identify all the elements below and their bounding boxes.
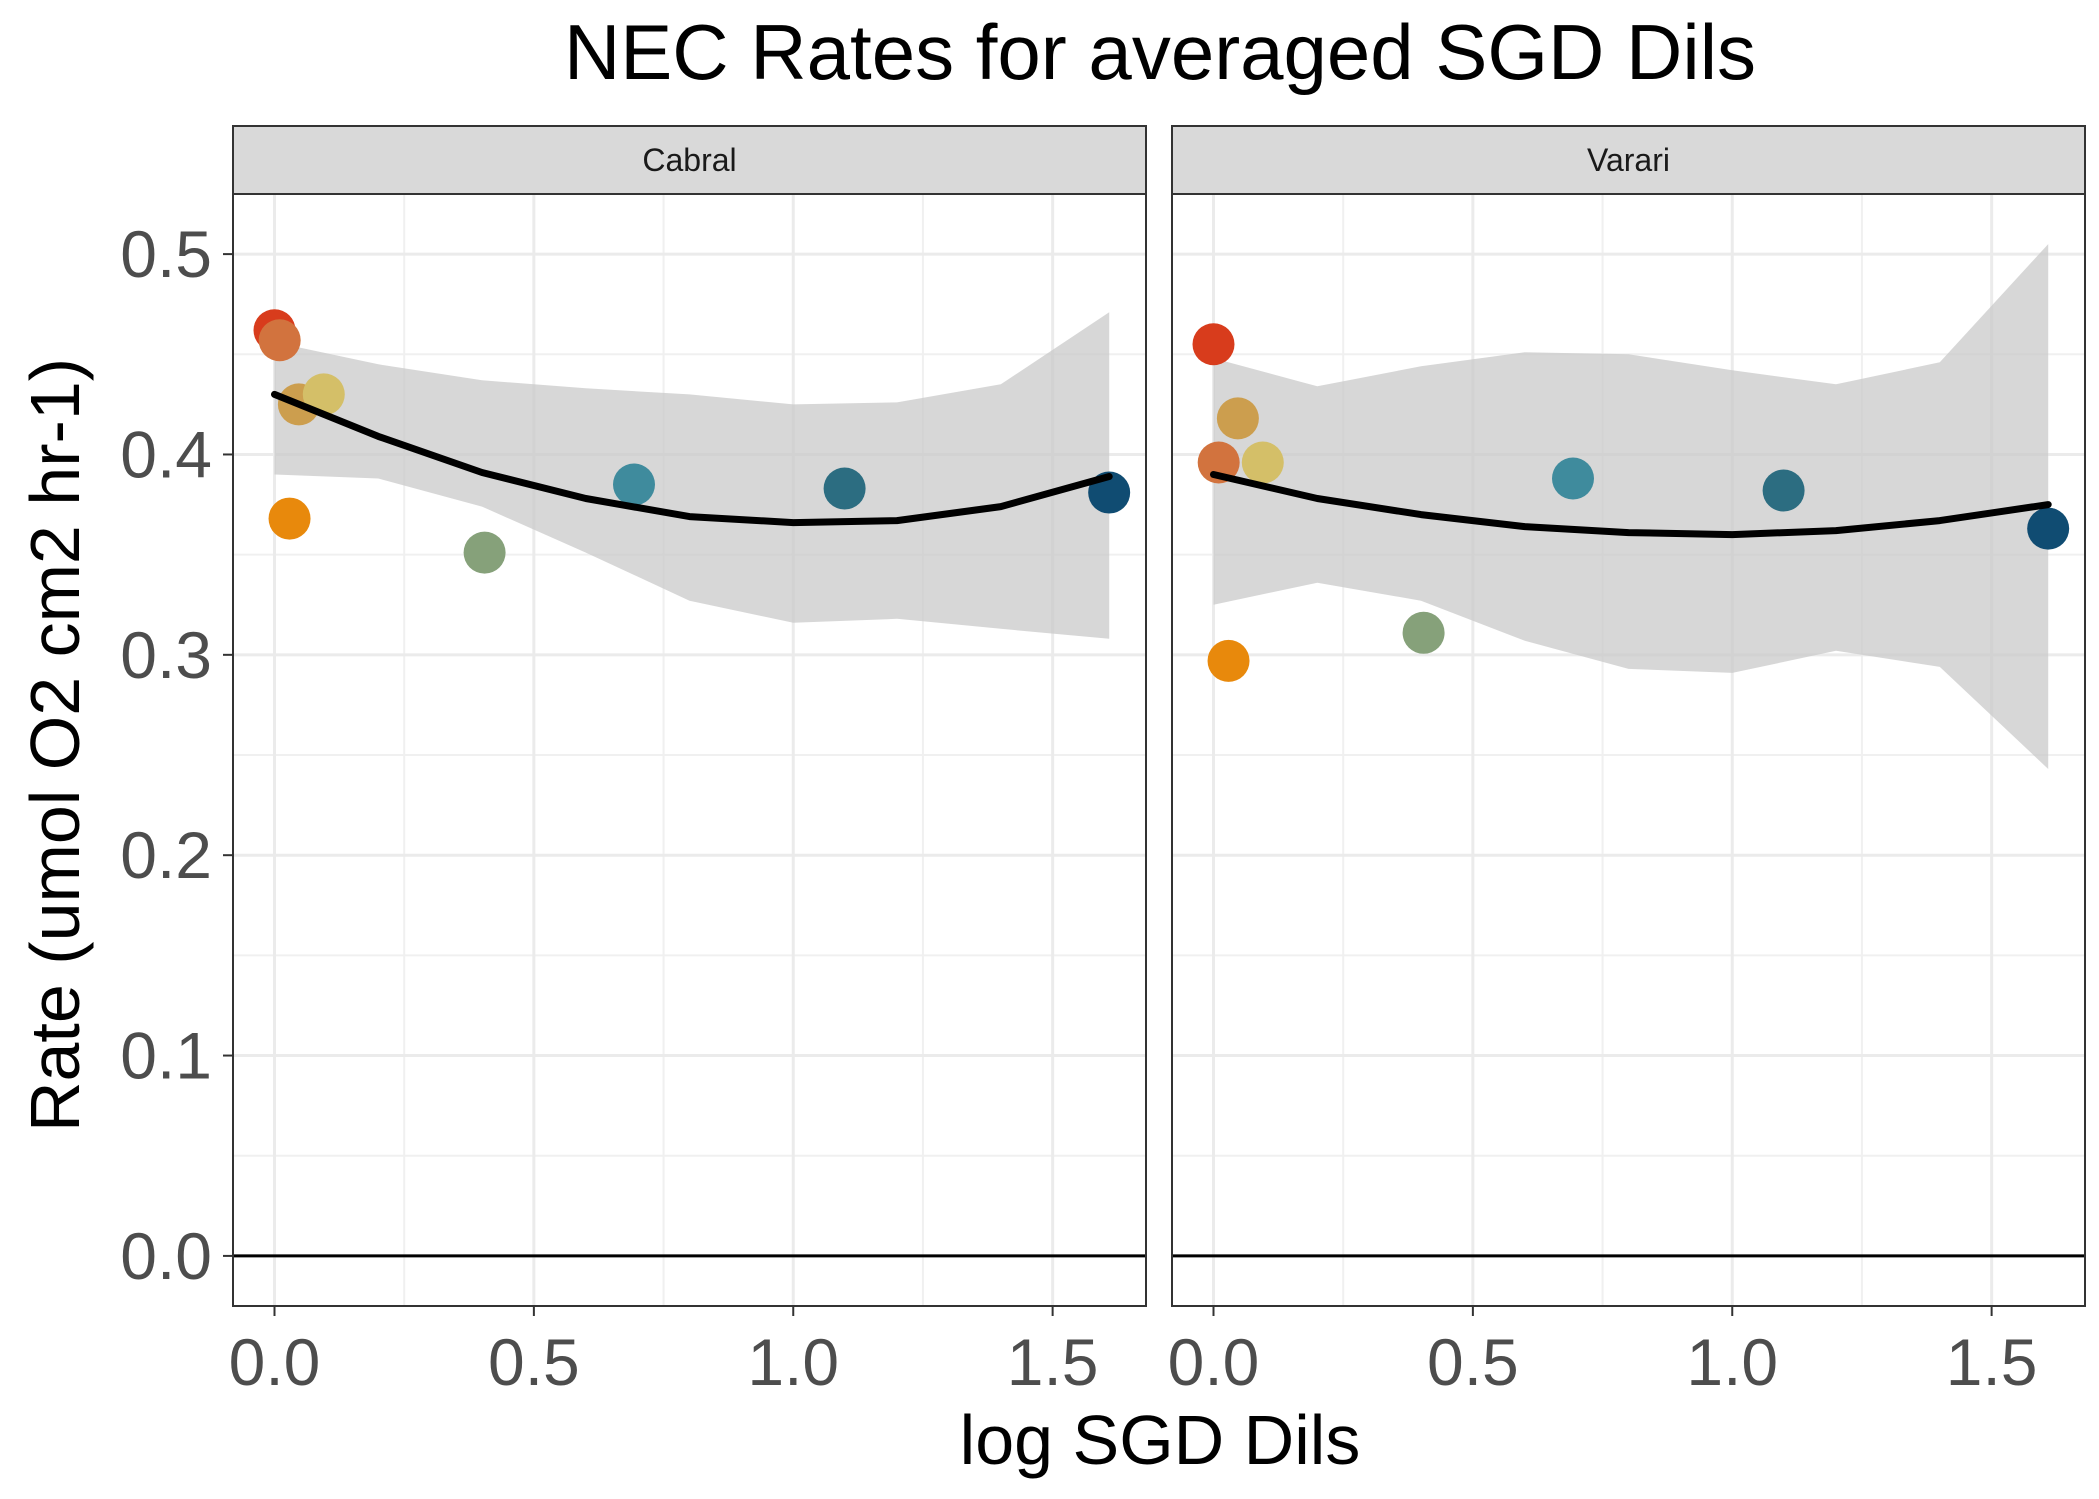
y-tick-label: 0.1 [120, 1019, 212, 1093]
confidence-band [1213, 244, 2049, 770]
data-point-7 [612, 463, 655, 506]
y-tick-label: 0.4 [120, 417, 212, 491]
chart-title: NEC Rates for averaged SGD Dils [564, 8, 1756, 96]
confidence-band [274, 312, 1110, 639]
facet-strip [232, 125, 1147, 195]
data-point-5 [1207, 639, 1250, 682]
data-point-2 [258, 319, 301, 362]
data-point-3 [1216, 397, 1259, 440]
data-point-4 [1241, 441, 1284, 484]
facet-strip-label: Varari [1587, 142, 1670, 178]
data-point-1 [1192, 323, 1235, 366]
data-point-4 [302, 373, 345, 416]
x-axis-title: log SGD Dils [960, 1401, 1361, 1479]
x-tick-label: 0.5 [488, 1325, 580, 1399]
data-point-7 [1551, 457, 1594, 500]
panel-border [232, 193, 1147, 1307]
smooth-fit-line [271, 390, 1113, 527]
y-axis-title: Rate (umol O2 cm2 hr-1) [16, 358, 94, 1132]
y-tick-label: 0.5 [120, 217, 212, 291]
y-tick-label: 0.2 [120, 818, 212, 892]
facet-strip [1171, 125, 2086, 195]
panel-border [1171, 193, 2086, 1307]
x-tick-label: 1.0 [1686, 1325, 1778, 1399]
facet-strip-label: Cabral [642, 142, 736, 178]
x-tick-label: 1.5 [1946, 1325, 2038, 1399]
smooth-fit-line [1210, 471, 2052, 539]
data-point-8 [823, 467, 866, 510]
x-tick-label: 1.0 [747, 1325, 839, 1399]
facet-panel-varari: Varari 0.0 0.5 1.0 1.5 [1168, 125, 2086, 1399]
data-point-6 [1402, 611, 1445, 654]
data-point-6 [463, 531, 506, 574]
y-tick-label: 0.3 [120, 618, 212, 692]
panel-background [233, 194, 1146, 1306]
data-point-5 [268, 497, 311, 540]
data-point-8 [1762, 469, 1805, 512]
x-tick-label: 0.5 [1427, 1325, 1519, 1399]
x-tick-label: 0.0 [229, 1325, 321, 1399]
facet-panel-cabral: Cabral 0.0 0.5 1.0 1.5 [229, 125, 1147, 1399]
y-axis: 0.0 0.1 0.2 0.3 0.4 0.5 [120, 217, 233, 1293]
x-tick-label: 1.5 [1007, 1325, 1099, 1399]
y-tick-label: 0.0 [120, 1219, 212, 1293]
data-point-9 [2027, 507, 2070, 550]
data-point-2 [1197, 441, 1240, 484]
x-tick-label: 0.0 [1168, 1325, 1260, 1399]
